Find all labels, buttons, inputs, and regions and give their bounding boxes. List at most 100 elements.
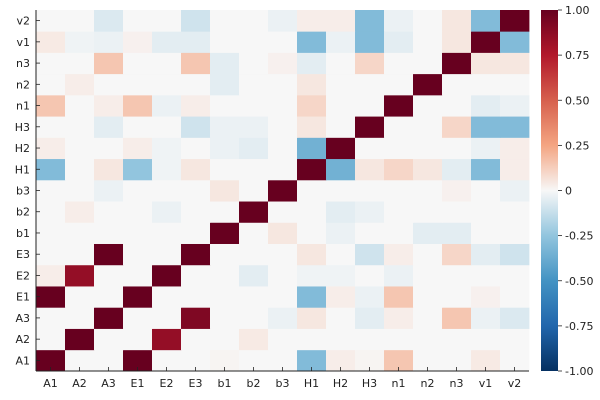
heatmap-cell: [36, 243, 66, 266]
heatmap-cell: [384, 31, 414, 53]
heatmap-cell: [297, 349, 327, 372]
heatmap-cell: [210, 264, 240, 287]
heatmap-cell: [210, 179, 240, 202]
x-tick-label: v2: [508, 377, 522, 390]
heatmap-cell: [471, 94, 501, 117]
heatmap-cell: [181, 286, 211, 308]
y-tick-label: H1: [15, 163, 30, 176]
heatmap-cell: [297, 73, 327, 96]
heatmap-cell: [210, 222, 240, 244]
heatmap-cell: [326, 201, 356, 223]
heatmap-cell: [471, 10, 501, 32]
y-tick-label: b3: [16, 185, 30, 198]
y-tick-label: H3: [15, 121, 30, 134]
heatmap-cell: [326, 10, 356, 32]
heatmap-cell: [297, 179, 327, 202]
heatmap-cell: [65, 52, 95, 75]
y-tick-label: A1: [15, 354, 30, 367]
heatmap-cell: [355, 10, 385, 32]
heatmap-cell: [152, 73, 182, 96]
heatmap-cell: [94, 31, 124, 53]
heatmap-cell: [210, 243, 240, 266]
heatmap-cell: [36, 31, 66, 53]
heatmap-cell: [268, 222, 298, 244]
heatmap-cell: [123, 179, 153, 202]
y-tick-label: n1: [16, 100, 30, 113]
heatmap-cell: [36, 264, 66, 287]
heatmap-cell: [210, 10, 240, 32]
heatmap-cell: [355, 243, 385, 266]
heatmap-cell: [442, 264, 472, 287]
heatmap-cell: [65, 201, 95, 223]
heatmap-cell: [239, 73, 269, 96]
heatmap-cell: [239, 286, 269, 308]
heatmap-cell: [355, 328, 385, 351]
heatmap-cell: [500, 94, 530, 117]
heatmap-cell: [413, 158, 443, 181]
heatmap-cell: [384, 307, 414, 329]
heatmap-cell: [384, 349, 414, 372]
colorbar-tick-label: -0.25: [565, 230, 593, 243]
x-tick-label: E1: [131, 377, 145, 390]
y-tick-label: v1: [16, 36, 30, 49]
heatmap-cell: [500, 137, 530, 160]
heatmap-cell: [239, 243, 269, 266]
heatmap-cell: [181, 116, 211, 138]
heatmap-cell: [181, 179, 211, 202]
heatmap-cell: [384, 243, 414, 266]
heatmap-cell: [500, 264, 530, 287]
heatmap-cell: [210, 31, 240, 53]
heatmap-cell: [442, 116, 472, 138]
heatmap-cell: [268, 201, 298, 223]
heatmap-cell: [471, 179, 501, 202]
heatmap-cell: [36, 307, 66, 329]
heatmap-cell: [500, 307, 530, 329]
heatmap-cell: [384, 264, 414, 287]
colorbar-rect: [541, 10, 558, 371]
y-tick-label: H2: [15, 142, 30, 155]
heatmap-cell: [123, 222, 153, 244]
heatmap-cell: [471, 307, 501, 329]
heatmap-cell: [471, 264, 501, 287]
x-tick-label: A2: [72, 377, 87, 390]
heatmap-cell: [36, 328, 66, 351]
heatmap-cell: [65, 158, 95, 181]
heatmap-cell: [384, 73, 414, 96]
y-tick-label: A2: [15, 333, 30, 346]
heatmap-cell: [500, 116, 530, 138]
heatmap-cell: [94, 94, 124, 117]
heatmap-cell: [210, 52, 240, 75]
heatmap-cell: [355, 31, 385, 53]
heatmap-cell: [65, 73, 95, 96]
heatmap-cell: [65, 222, 95, 244]
heatmap-cell: [123, 201, 153, 223]
heatmap-cell: [123, 52, 153, 75]
heatmap-cell: [413, 222, 443, 244]
heatmap-cell: [268, 179, 298, 202]
heatmap-cell: [152, 286, 182, 308]
heatmap-cell: [442, 31, 472, 53]
heatmap-cell: [326, 137, 356, 160]
heatmap-cell: [152, 307, 182, 329]
heatmap-cell: [471, 52, 501, 75]
heatmap-cell: [65, 286, 95, 308]
heatmap-cell: [65, 264, 95, 287]
heatmap-cell: [297, 264, 327, 287]
heatmap-cell: [326, 243, 356, 266]
heatmap-cell: [442, 73, 472, 96]
heatmap-cell: [210, 349, 240, 372]
heatmap-cell: [268, 264, 298, 287]
heatmap-cell: [500, 73, 530, 96]
heatmap-cell: [210, 328, 240, 351]
heatmap-cell: [384, 94, 414, 117]
heatmap-cell: [297, 10, 327, 32]
heatmap-cell: [442, 243, 472, 266]
heatmap-cell: [94, 10, 124, 32]
y-tick-label: n2: [16, 78, 30, 91]
heatmap-cell: [442, 158, 472, 181]
heatmap-cell: [268, 328, 298, 351]
heatmap-cell: [210, 158, 240, 181]
y-tick-label: A3: [15, 312, 30, 325]
heatmap-cell: [413, 264, 443, 287]
heatmap-cell: [123, 73, 153, 96]
